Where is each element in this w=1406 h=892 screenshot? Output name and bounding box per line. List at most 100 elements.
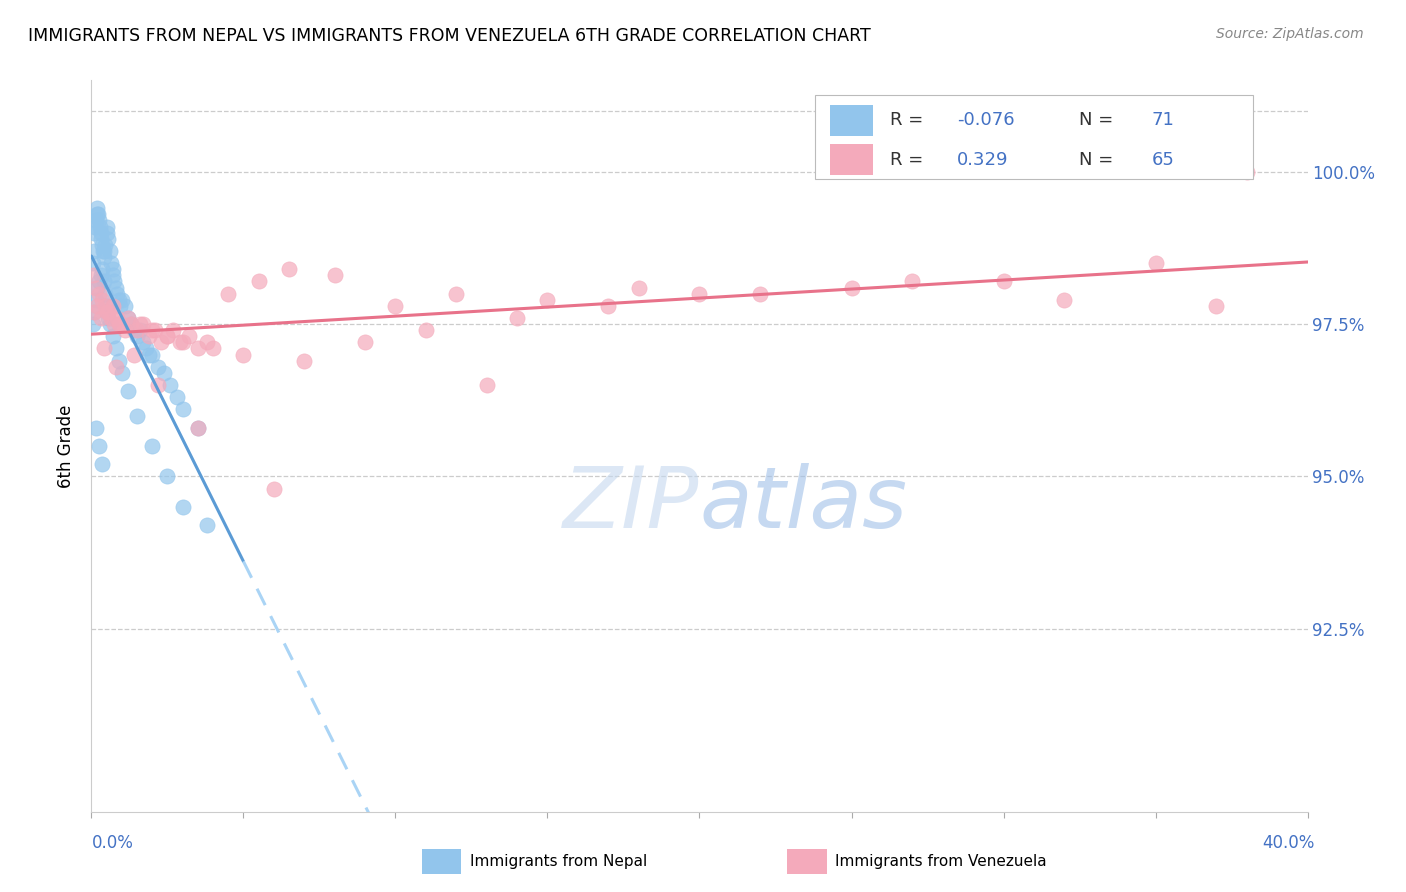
Point [166, 390, 188, 404]
Text: ZIP: ZIP [564, 463, 699, 546]
Point [232, 348, 254, 362]
Text: Immigrants from Venezuela: Immigrants from Venezuela [835, 855, 1047, 869]
Point [96, 226, 118, 240]
Point [444, 286, 467, 301]
Point [91, 293, 114, 307]
Point [156, 469, 179, 483]
Point [103, 268, 125, 283]
Point [1053, 293, 1076, 307]
Point [97, 311, 120, 326]
Point [91, 244, 114, 258]
Point [91, 458, 114, 472]
Point [94, 286, 117, 301]
Text: 0.0%: 0.0% [91, 834, 134, 852]
Point [1144, 256, 1167, 270]
Point [150, 335, 173, 350]
Point [93, 342, 115, 356]
Point [122, 323, 145, 337]
Point [172, 335, 194, 350]
Point [90, 232, 112, 246]
Point [323, 268, 346, 283]
Point [98, 317, 121, 331]
Point [138, 329, 160, 343]
Text: 40.0%: 40.0% [1263, 834, 1315, 852]
Point [187, 421, 209, 435]
Text: Source: ZipAtlas.com: Source: ZipAtlas.com [1216, 27, 1364, 41]
Point [172, 500, 194, 514]
Point [84, 293, 107, 307]
Point [159, 378, 181, 392]
Point [111, 293, 134, 307]
Point [132, 317, 155, 331]
Point [132, 335, 155, 350]
Point [101, 262, 124, 277]
Point [125, 323, 148, 337]
Point [83, 226, 105, 240]
Point [247, 275, 270, 289]
Point [89, 219, 111, 234]
Text: R =: R = [890, 151, 929, 169]
Point [475, 378, 498, 392]
FancyBboxPatch shape [830, 105, 873, 136]
Text: 71: 71 [1152, 112, 1175, 129]
Point [83, 305, 105, 319]
Point [278, 262, 301, 277]
Point [101, 329, 124, 343]
Point [114, 323, 136, 337]
Point [129, 317, 152, 331]
Point [104, 359, 127, 374]
Point [148, 378, 170, 392]
Point [100, 256, 122, 270]
Point [117, 311, 139, 326]
Point [384, 299, 406, 313]
Point [536, 293, 558, 307]
Point [105, 311, 128, 326]
Point [84, 213, 107, 227]
Point [135, 342, 157, 356]
Point [120, 317, 142, 331]
Point [627, 280, 650, 294]
Text: R =: R = [890, 112, 929, 129]
Text: 65: 65 [1152, 151, 1175, 169]
Point [93, 250, 115, 264]
Point [138, 348, 160, 362]
Point [187, 342, 209, 356]
Point [104, 280, 127, 294]
Point [901, 275, 924, 289]
Point [354, 335, 377, 350]
Point [117, 311, 139, 326]
Point [89, 311, 111, 326]
Text: N =: N = [1078, 151, 1119, 169]
Point [93, 244, 115, 258]
Point [82, 268, 104, 283]
Point [156, 329, 179, 343]
Point [104, 342, 127, 356]
Point [162, 323, 184, 337]
Point [187, 421, 209, 435]
Point [84, 280, 107, 294]
Point [202, 342, 225, 356]
Point [82, 317, 104, 331]
Point [93, 275, 115, 289]
Point [125, 329, 148, 343]
Point [177, 329, 200, 343]
Point [103, 275, 125, 289]
Point [107, 293, 129, 307]
Point [169, 335, 191, 350]
Point [993, 275, 1015, 289]
Point [153, 366, 176, 380]
Point [129, 323, 152, 337]
Point [598, 299, 620, 313]
Point [91, 262, 114, 277]
Point [96, 219, 118, 234]
Point [263, 482, 285, 496]
Point [841, 280, 863, 294]
Point [84, 219, 107, 234]
Text: N =: N = [1078, 112, 1119, 129]
Point [292, 353, 315, 368]
Point [195, 518, 218, 533]
Text: IMMIGRANTS FROM NEPAL VS IMMIGRANTS FROM VENEZUELA 6TH GRADE CORRELATION CHART: IMMIGRANTS FROM NEPAL VS IMMIGRANTS FROM… [28, 27, 870, 45]
Point [110, 317, 132, 331]
Point [83, 244, 105, 258]
Point [86, 280, 108, 294]
